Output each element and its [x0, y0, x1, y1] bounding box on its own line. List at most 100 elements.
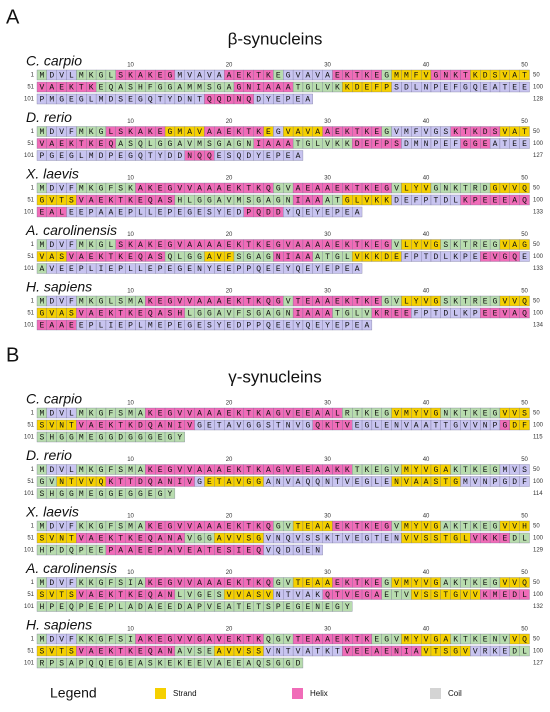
row-start: 51	[27, 592, 34, 598]
row-end: 127	[533, 153, 544, 159]
ruler-number: 50	[521, 457, 528, 463]
legend-swatch	[430, 688, 441, 699]
row-end: 50	[533, 299, 540, 305]
row-start: 101	[24, 266, 35, 272]
row-start: 101	[24, 323, 35, 329]
ruler-number: 50	[521, 514, 528, 520]
row-end: 100	[533, 536, 544, 542]
row-end: 127	[533, 661, 544, 667]
row-end: 100	[533, 592, 544, 598]
row-start: 1	[31, 637, 35, 643]
row-start: 51	[27, 423, 34, 429]
ruler-number: 10	[127, 401, 134, 407]
row-start: 101	[24, 97, 35, 103]
row-end: 100	[533, 141, 544, 147]
row-start: 1	[31, 186, 35, 192]
ruler-number: 20	[226, 570, 233, 576]
residue-cell	[352, 206, 363, 218]
residue-cell	[519, 577, 530, 588]
ruler-number: 30	[324, 289, 331, 295]
residue-cell	[519, 645, 530, 657]
ruler-number: 30	[324, 570, 331, 576]
residue-cell	[519, 532, 530, 544]
row-end: 133	[533, 210, 544, 216]
ruler-number: 10	[127, 176, 134, 182]
row-end: 50	[533, 637, 540, 643]
ruler-number: 40	[423, 119, 430, 125]
ruler-number: 10	[127, 119, 134, 125]
row-end: 133	[533, 266, 544, 272]
species-name: H. sapiens	[26, 279, 92, 295]
row-start: 1	[31, 73, 35, 79]
ruler-number: 50	[521, 63, 528, 69]
row-end: 50	[533, 467, 540, 473]
ruler-number: 40	[423, 457, 430, 463]
ruler-number: 30	[324, 401, 331, 407]
residue-cell	[519, 633, 530, 645]
row-end: 100	[533, 85, 544, 91]
row-end: 100	[533, 198, 544, 204]
residue-cell	[519, 239, 530, 250]
ruler-number: 30	[324, 627, 331, 633]
ruler-number: 50	[521, 232, 528, 238]
ruler-number: 40	[423, 514, 430, 520]
residue-cell	[164, 488, 176, 499]
row-end: 100	[533, 649, 544, 655]
legend-label: Helix	[310, 689, 328, 698]
row-end: 115	[533, 435, 543, 441]
ruler-number: 10	[127, 232, 134, 238]
residue-cell	[519, 589, 530, 600]
row-end: 128	[533, 97, 544, 103]
row-end: 100	[533, 311, 544, 317]
residue-cell	[519, 138, 530, 149]
ruler-number: 50	[521, 176, 528, 182]
species-name: X. laevis	[25, 504, 79, 520]
residue-cell	[519, 81, 530, 93]
residue-cell	[292, 150, 304, 161]
species-name: A. carolinensis	[25, 560, 117, 576]
row-end: 50	[533, 580, 540, 586]
row-start: 1	[31, 580, 35, 586]
residue-cell	[519, 69, 530, 81]
row-end: 129	[533, 548, 544, 554]
row-start: 101	[24, 153, 35, 159]
residue-cell	[519, 307, 530, 319]
row-start: 101	[24, 491, 35, 497]
sequence: AVEEPLIEPLLEPEGENYEEPPQEEYQEYEPEA	[40, 265, 360, 274]
ruler-number: 20	[226, 63, 233, 69]
row-start: 101	[24, 548, 35, 554]
row-end: 100	[533, 254, 544, 260]
ruler-number: 10	[127, 457, 134, 463]
species-name: D. rerio	[26, 109, 72, 125]
ruler-number: 10	[127, 289, 134, 295]
legend-swatch	[292, 688, 303, 699]
legend-swatch	[155, 688, 166, 699]
residue-cell	[519, 251, 530, 262]
row-start: 51	[27, 254, 34, 260]
ruler-number: 30	[324, 176, 331, 182]
residue-cell	[361, 319, 373, 331]
panel-title: γ-synucleins	[228, 367, 322, 386]
ruler-number: 10	[127, 570, 134, 576]
residue-cell	[519, 407, 530, 419]
residue-cell	[302, 93, 313, 105]
ruler-number: 40	[423, 176, 430, 182]
residue-cell	[174, 431, 185, 443]
sequence: SHGGMEGGDGGGEGY	[40, 433, 183, 442]
panel-title: β-synucleins	[228, 29, 323, 48]
legend-label: Strand	[173, 689, 197, 698]
residue-cell	[519, 476, 530, 487]
ruler-number: 30	[324, 119, 331, 125]
ruler-number: 40	[423, 232, 430, 238]
ruler-number: 20	[226, 514, 233, 520]
ruler-number: 10	[127, 627, 134, 633]
row-start: 1	[31, 129, 35, 135]
species-name: C. carpio	[26, 391, 82, 407]
row-start: 101	[24, 661, 35, 667]
row-end: 50	[533, 129, 540, 135]
ruler-number: 20	[226, 176, 233, 182]
species-name: H. sapiens	[26, 617, 92, 633]
row-start: 101	[24, 435, 35, 441]
sequence: HPDQPEEPAAEEPAVEATESIEQVQDGEN	[40, 546, 321, 555]
